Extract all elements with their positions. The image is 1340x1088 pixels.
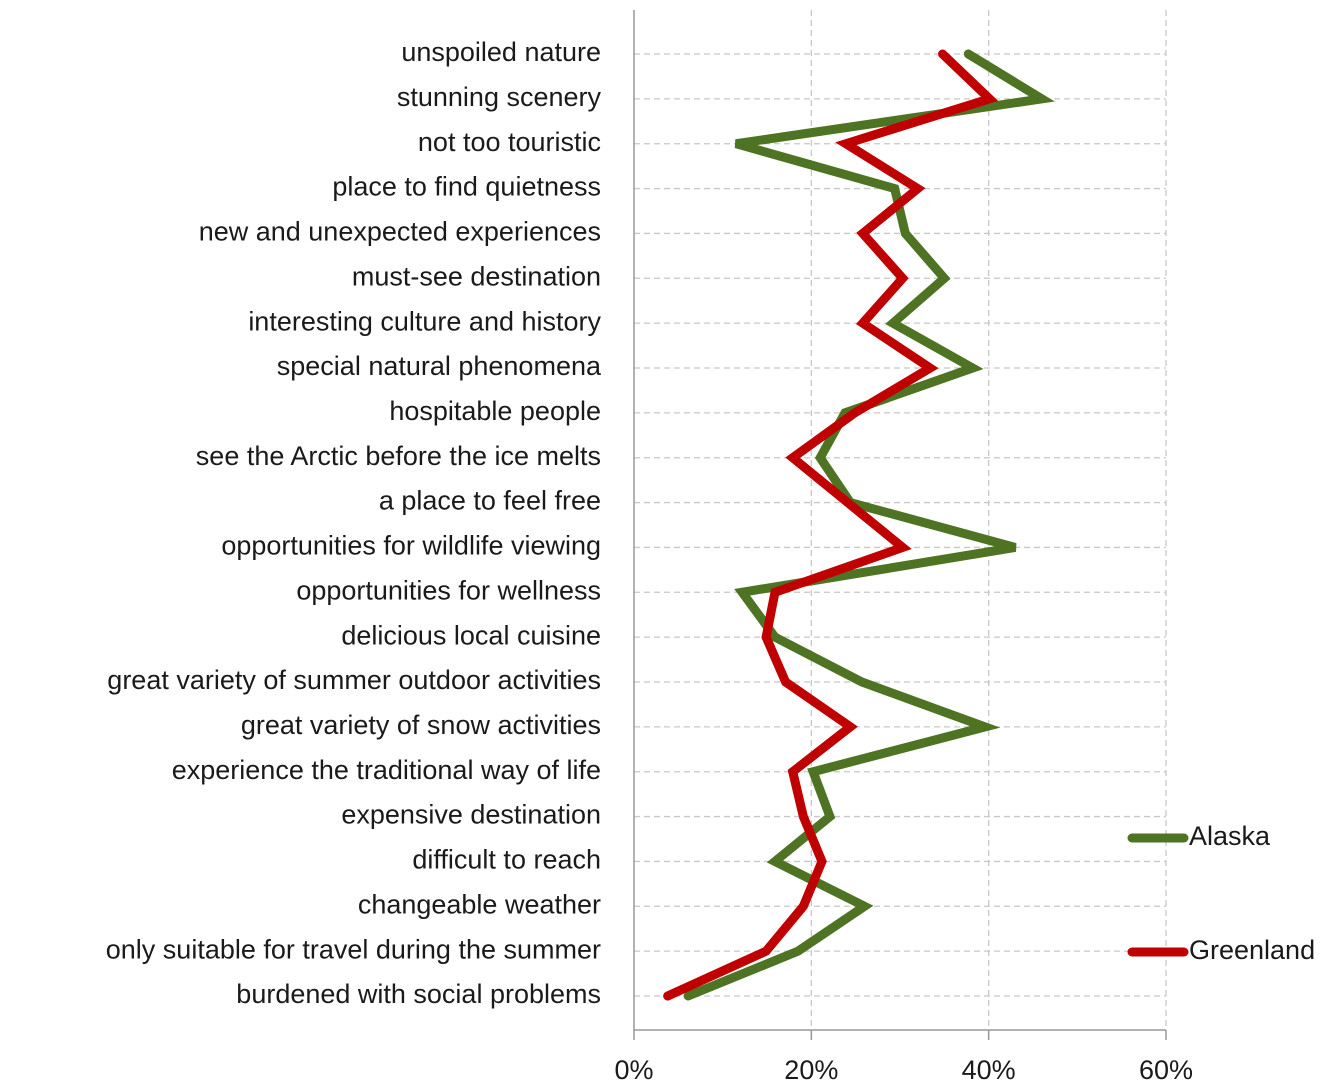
x-tick-label: 60% [1139, 1055, 1193, 1085]
y-tick-label: experience the traditional way of life [172, 755, 601, 785]
y-tick-label: expensive destination [341, 800, 601, 830]
y-tick-label: only suitable for travel during the summ… [106, 934, 601, 964]
y-tick-label: great variety of summer outdoor activiti… [107, 665, 601, 695]
series-line [683, 49, 1055, 1001]
y-tick-label: place to find quietness [332, 172, 601, 202]
legend-label: Greenland [1189, 935, 1315, 965]
y-tick-label: interesting culture and history [248, 306, 601, 336]
y-tick-label: stunning scenery [397, 82, 602, 112]
y-tick-label: unspoiled nature [401, 37, 601, 67]
y-tick-label: opportunities for wildlife viewing [221, 531, 601, 561]
x-tick-label: 20% [784, 1055, 838, 1085]
y-tick-label: new and unexpected experiences [199, 217, 601, 247]
y-tick-label: a place to feel free [379, 486, 601, 516]
x-tick-label: 0% [614, 1055, 653, 1085]
y-tick-label: burdened with social problems [236, 979, 601, 1009]
legend-label: Alaska [1189, 821, 1271, 851]
y-tick-label: changeable weather [358, 889, 601, 919]
y-tick-label: hospitable people [389, 396, 601, 426]
y-tick-label: see the Arctic before the ice melts [196, 441, 601, 471]
series-line [663, 49, 999, 1001]
x-tick-label: 40% [962, 1055, 1016, 1085]
y-tick-label: delicious local cuisine [341, 620, 601, 650]
y-tick-label: great variety of snow activities [241, 710, 601, 740]
y-tick-label: must-see destination [352, 261, 601, 291]
y-tick-label: not too touristic [418, 127, 601, 157]
y-tick-label: difficult to reach [412, 845, 601, 875]
y-tick-label: special natural phenomena [277, 351, 602, 381]
y-tick-label: opportunities for wellness [296, 575, 601, 605]
